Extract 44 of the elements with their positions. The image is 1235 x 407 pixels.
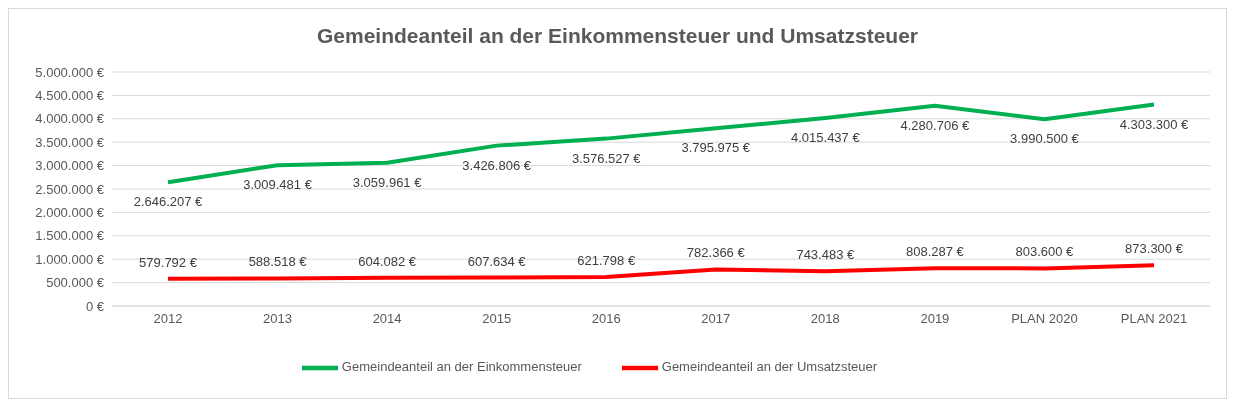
legend-label: Gemeindeanteil an der Einkommensteuer [341,359,582,375]
y-tick-label: 2.000.000 € [35,205,105,221]
x-tick-label: 2013 [263,311,293,327]
data-label: 607.634 € [467,253,527,269]
data-label: 873.300 € [1125,241,1184,257]
y-tick-label: 4.500.000 € [35,88,105,104]
y-tick-label: 3.000.000 € [35,158,105,174]
data-label: 743.483 € [796,247,856,263]
y-tick-label: 5.000.000 € [35,64,105,80]
data-label: 4.303.300 € [1119,116,1190,132]
data-label: 4.015.437 € [790,130,861,146]
x-tick-label: 2014 [372,311,402,327]
x-tick-label: 2017 [701,311,731,327]
y-tick-label: 500.000 € [46,275,105,291]
y-tick-label: 2.500.000 € [35,181,105,197]
data-label: 3.009.481 € [243,177,313,193]
data-label: 3.576.527 € [571,150,642,166]
data-label: 588.518 € [248,254,308,270]
y-tick-label: 0 € [85,298,105,314]
y-tick-label: 3.500.000 € [35,134,105,150]
x-tick-label: 2016 [591,311,621,327]
data-label: 782.366 € [686,245,746,261]
y-tick-label: 1.500.000 € [35,228,105,244]
x-tick-label: 2015 [482,311,512,327]
x-tick-label: 2018 [810,311,840,327]
data-label: 3.059.961 € [352,174,423,190]
data-label: 579.792 € [139,254,198,270]
chart-title: Gemeindeanteil an der Einkommensteuer und Umsatzsteuer [316,24,919,49]
x-tick-label: PLAN 2021 [1120,311,1188,327]
data-label: 2.646.207 € [133,194,204,210]
data-label: 3.795.975 € [681,140,751,156]
data-label: 808.287 € [905,244,965,260]
x-tick-label: 2012 [153,311,183,327]
y-tick-label: 1.000.000 € [35,251,105,267]
data-label: 604.082 € [358,253,417,269]
y-tick-label: 4.000.000 € [35,111,105,127]
legend-label: Gemeindeanteil an der Umsatzsteuer [661,359,878,375]
data-label: 3.426.806 € [462,157,532,173]
data-label: 803.600 € [1015,244,1075,260]
x-tick-label: PLAN 2020 [1011,311,1078,327]
data-label: 4.280.706 € [900,117,970,133]
data-label: 3.990.500 € [1010,131,1080,147]
data-label: 621.798 € [577,252,636,268]
x-tick-label: 2019 [920,311,950,327]
